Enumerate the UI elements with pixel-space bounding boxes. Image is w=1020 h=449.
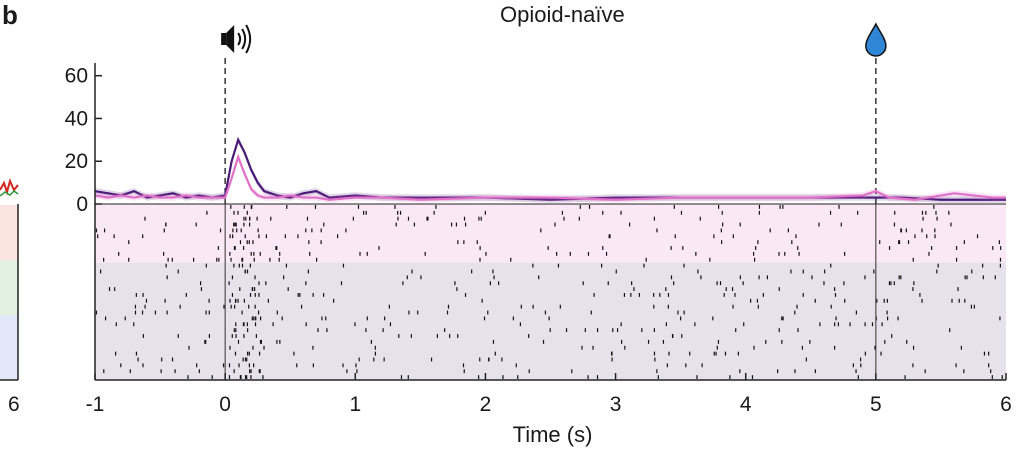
- left-band-green: [0, 260, 18, 315]
- series-2-line: [94, 153, 1006, 201]
- psth-lines: [94, 136, 1006, 203]
- left-green-trace: [0, 190, 19, 197]
- y-tick-label: 0: [76, 193, 88, 216]
- x-tick-label: 4: [740, 393, 752, 416]
- x-tick-label: 5: [870, 393, 882, 416]
- x-tick-label: 2: [480, 393, 492, 416]
- y-tick-label: 40: [65, 107, 88, 130]
- x-axis-label: Time (s): [513, 422, 593, 447]
- left-red-trace: [0, 178, 19, 196]
- left-panel-fragment: 6: [0, 178, 20, 416]
- y-tick-label: 60: [65, 65, 88, 88]
- raster-background: [95, 204, 1006, 380]
- chart-title: Opioid-naïve: [500, 2, 625, 27]
- x-tick-label: 1: [349, 393, 361, 416]
- x-tick-label: 0: [219, 393, 231, 416]
- raster-plot: [95, 205, 1003, 379]
- speaker-icon: [221, 24, 252, 54]
- water-drop-icon: [865, 22, 887, 57]
- raster-band-1: [95, 204, 1006, 263]
- left-band-blue: [0, 315, 18, 380]
- raster-band-2: [95, 262, 1006, 380]
- event-markers: [224, 58, 877, 380]
- left-tick-label: 6: [8, 393, 20, 416]
- panel-label: b: [2, 0, 18, 30]
- x-tick-label: 3: [610, 393, 622, 416]
- axes: 0 20 40 60 -1 0 1 2 3 4 5 6: [65, 63, 1012, 416]
- y-tick-label: 20: [65, 150, 88, 173]
- left-band-red: [0, 205, 18, 260]
- x-tick-label: -1: [86, 393, 105, 416]
- x-tick-label: 6: [1000, 393, 1012, 416]
- series-2-error-band: [95, 153, 1006, 203]
